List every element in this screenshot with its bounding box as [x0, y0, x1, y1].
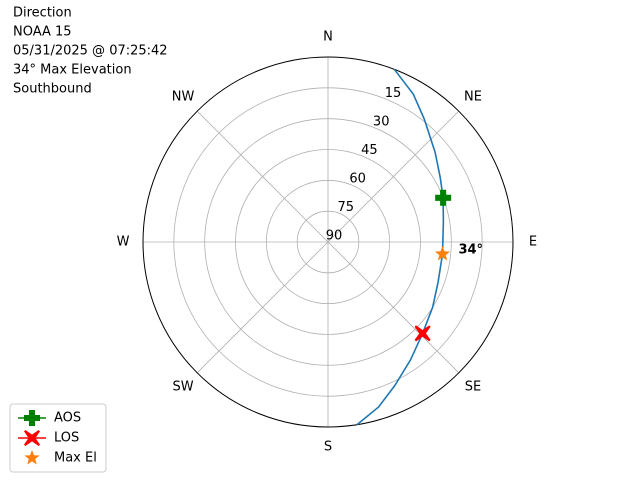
marker [435, 189, 452, 206]
marker [434, 246, 451, 261]
legend-marker [24, 450, 40, 465]
theta-tick-label: N [323, 30, 333, 45]
title-line: 34° Max Elevation [13, 63, 132, 78]
title-line: Southbound [13, 82, 92, 97]
r-tick-label: 30 [373, 115, 390, 130]
theta-tick-label: SE [465, 379, 481, 394]
value-label: 34° [458, 243, 483, 258]
r-tick-label: 90 [326, 229, 343, 244]
legend-marker [24, 430, 40, 446]
legend-label: Max El [54, 451, 97, 466]
track-line [356, 68, 445, 426]
r-tick-label: 15 [385, 86, 402, 101]
marker [414, 325, 431, 342]
title-line: NOAA 15 [13, 25, 72, 40]
grid-spoke [327, 241, 460, 374]
legend-marker [24, 410, 40, 426]
grid-spoke [196, 110, 329, 243]
r-tick-label: 75 [338, 200, 355, 215]
r-tick-label: 60 [349, 172, 366, 187]
title-line: 05/31/2025 @ 07:25:42 [13, 44, 168, 59]
theta-tick-label: NE [464, 90, 482, 105]
theta-tick-label: W [117, 235, 130, 250]
theta-tick-label: SW [172, 379, 193, 394]
theta-tick-label: S [324, 440, 332, 455]
theta-tick-label: NW [172, 90, 195, 105]
grid-spoke [196, 241, 329, 374]
grid-spoke [327, 110, 460, 243]
theta-tick-label: E [529, 235, 537, 250]
outer-frame [142, 56, 514, 428]
r-tick-label: 45 [361, 143, 378, 158]
legend-label: LOS [54, 431, 79, 446]
title-line: Direction [13, 6, 72, 21]
legend-label: AOS [54, 411, 81, 426]
